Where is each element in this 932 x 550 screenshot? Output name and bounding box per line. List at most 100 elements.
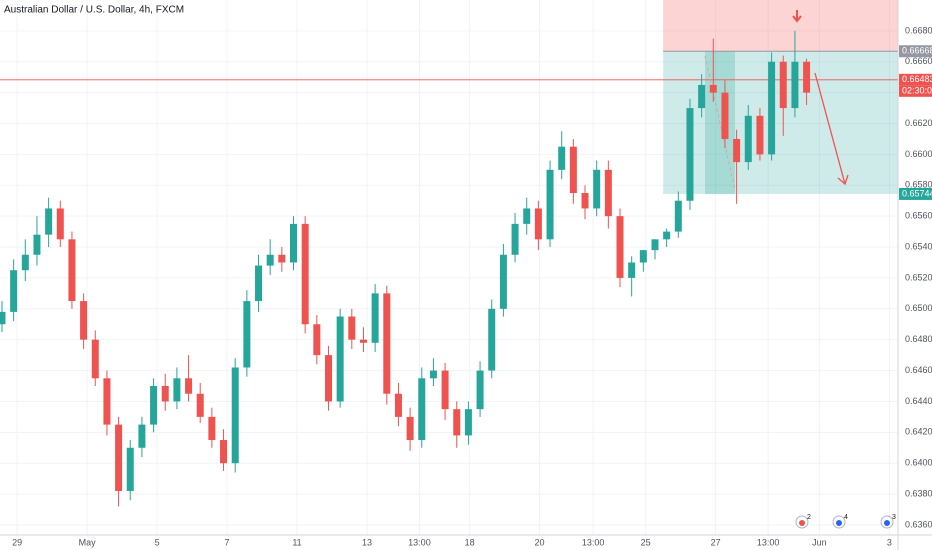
event-count: 3 xyxy=(892,514,896,521)
x-tick-label: 13:00 xyxy=(582,537,605,547)
candle-body xyxy=(371,293,379,343)
candle-body xyxy=(733,138,741,163)
event-dot xyxy=(799,520,805,526)
stop-zone xyxy=(663,0,898,52)
event-count: 4 xyxy=(844,514,848,521)
candle-body xyxy=(173,378,181,402)
x-tick-label: 3 xyxy=(887,537,892,547)
event-dot xyxy=(884,520,890,526)
candle-body xyxy=(138,424,146,448)
candle-body xyxy=(744,115,752,163)
entry-label: 0.66483 xyxy=(902,74,932,84)
stop-label-bg xyxy=(899,45,932,58)
x-tick-label: 11 xyxy=(292,537,301,547)
candle-body xyxy=(394,393,402,417)
candles xyxy=(0,30,811,507)
candle-body xyxy=(243,301,251,368)
projection-arrow xyxy=(814,72,849,186)
dashed-arrow xyxy=(704,55,736,191)
candle-body xyxy=(301,223,309,325)
candle-body xyxy=(581,193,589,209)
entry-label-bg xyxy=(899,73,932,86)
x-tick-label: 13 xyxy=(362,537,372,547)
candle-body xyxy=(803,61,811,93)
grid xyxy=(0,0,898,535)
candle-body xyxy=(791,61,799,109)
candle-body xyxy=(488,308,496,371)
countdown-bg xyxy=(899,85,932,97)
candle-body xyxy=(126,447,134,491)
candle-body xyxy=(56,208,64,240)
candle-body xyxy=(359,339,367,343)
candle-body xyxy=(523,208,531,224)
candle-body xyxy=(91,339,99,379)
candle-body xyxy=(779,61,787,109)
candle-body xyxy=(441,370,449,410)
candle-body xyxy=(68,239,76,302)
candle-body xyxy=(0,311,6,325)
candle-body xyxy=(255,265,263,302)
candle-body xyxy=(418,378,426,441)
candle-body xyxy=(103,378,111,425)
candle-body xyxy=(453,409,461,436)
x-tick-label: 25 xyxy=(641,537,651,547)
x-tick-label: 5 xyxy=(155,537,160,547)
candle-body xyxy=(383,293,391,394)
x-tick-label: May xyxy=(79,537,97,547)
candle-body xyxy=(464,409,472,436)
candle-body xyxy=(115,424,123,491)
candle-body xyxy=(185,378,193,394)
candle-body xyxy=(266,254,274,266)
candle-body xyxy=(231,367,239,464)
candle-body xyxy=(639,250,647,263)
candle-body xyxy=(290,223,298,263)
candle-body xyxy=(348,316,356,340)
candle-body xyxy=(208,416,216,441)
candle-body xyxy=(768,61,776,155)
y-tick-label: 0.66800 xyxy=(905,25,932,35)
candle-body xyxy=(21,254,29,271)
candle-body xyxy=(80,301,88,340)
candle-body xyxy=(150,386,158,425)
candle-body xyxy=(45,208,53,235)
x-tick-label: Jun xyxy=(812,537,827,547)
candle-body xyxy=(628,262,636,278)
candle-body xyxy=(674,200,682,232)
candle-body xyxy=(756,115,764,155)
candle-body xyxy=(324,355,332,402)
candle-body xyxy=(161,386,169,402)
candle-body xyxy=(558,146,566,170)
x-tick-label: 20 xyxy=(535,537,545,547)
candle-body xyxy=(429,370,437,379)
candle-body xyxy=(569,146,577,194)
candle-body xyxy=(534,208,542,240)
candle-body xyxy=(663,231,671,240)
candle-body xyxy=(476,370,484,410)
event-dot xyxy=(836,520,842,526)
down-arrow xyxy=(792,10,802,23)
candle-body xyxy=(546,169,554,240)
chart-title: Australian Dollar / U.S. Dollar, 4h, FXC… xyxy=(4,5,184,16)
candle-body xyxy=(686,108,694,201)
countdown: 02:30:02 xyxy=(902,86,932,96)
target-label: 0.65744 xyxy=(902,188,932,198)
x-tick-label: 7 xyxy=(225,537,230,547)
candle-body xyxy=(698,84,706,109)
